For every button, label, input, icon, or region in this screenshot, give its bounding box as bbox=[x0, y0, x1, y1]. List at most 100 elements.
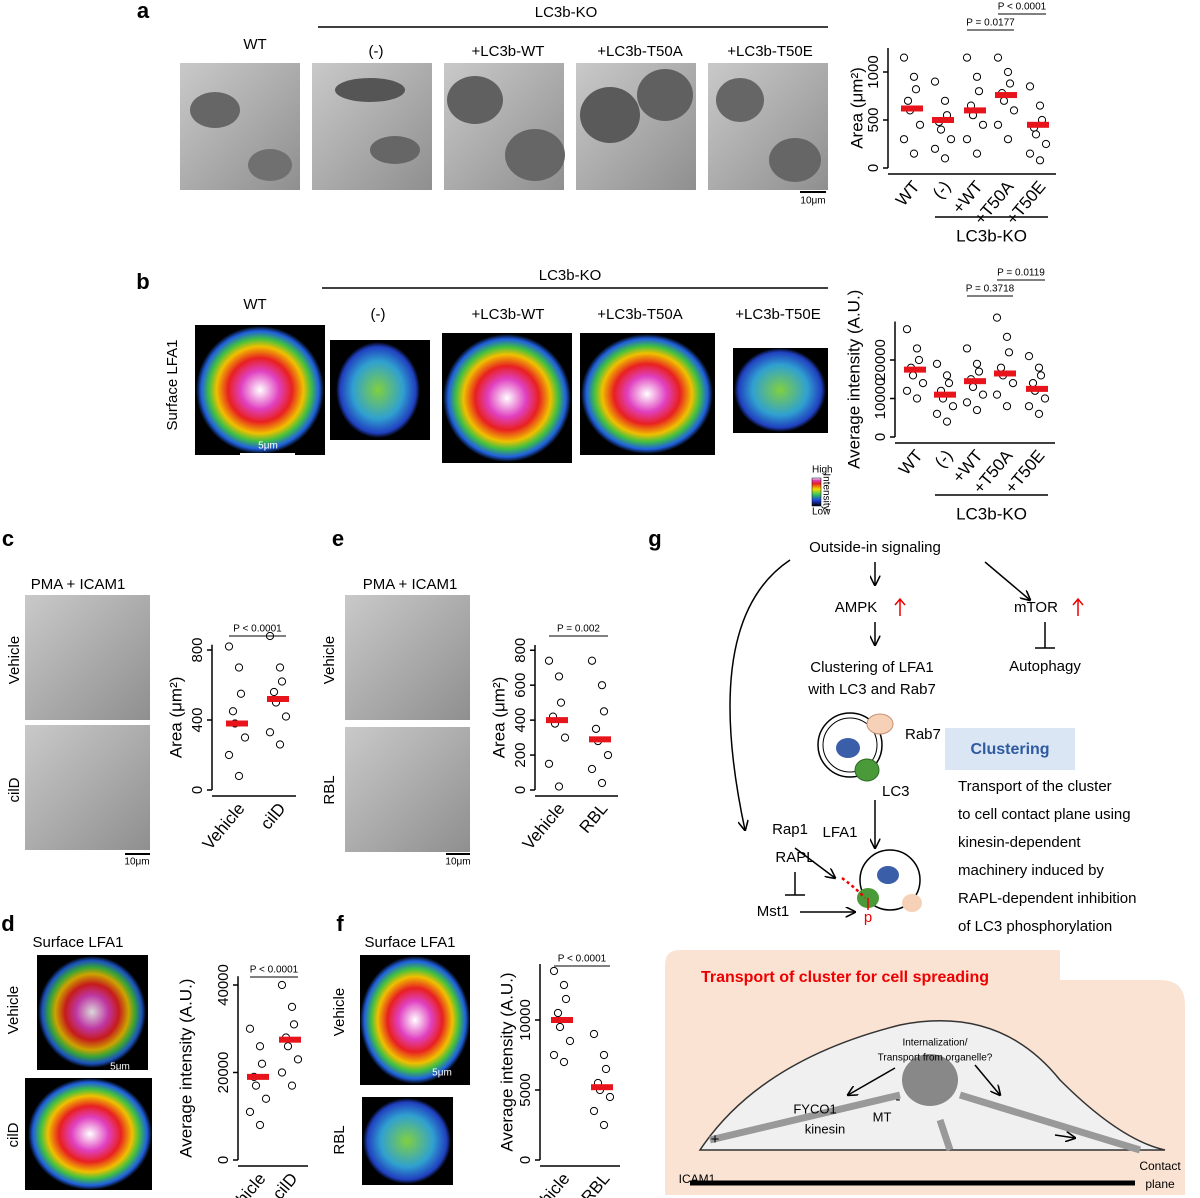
y-tick-label: 0 bbox=[215, 1156, 232, 1164]
group-label: LC3b-KO bbox=[539, 267, 602, 284]
data-point bbox=[287, 1081, 297, 1090]
data-point bbox=[544, 656, 554, 665]
data-point bbox=[555, 1022, 565, 1032]
mean-bar bbox=[934, 391, 956, 398]
row-label: cilD bbox=[5, 1122, 22, 1147]
column-label: +LC3b-WT bbox=[472, 43, 545, 60]
mean-bar bbox=[247, 1073, 269, 1080]
data-point bbox=[899, 53, 909, 62]
data-point bbox=[962, 53, 972, 62]
data-point bbox=[1003, 135, 1013, 144]
x-tick-label: RBL bbox=[576, 799, 612, 837]
node: AMPK bbox=[835, 599, 878, 616]
data-point bbox=[942, 371, 952, 380]
label-box bbox=[945, 728, 1075, 770]
data-point bbox=[911, 85, 921, 94]
node: Contact bbox=[1139, 1159, 1181, 1173]
data-point bbox=[1008, 379, 1018, 388]
data-point bbox=[559, 1057, 569, 1067]
y-tick-label: 400 bbox=[512, 708, 529, 733]
x-tick-label: (-) bbox=[929, 177, 954, 202]
x-tick-label: cilD bbox=[269, 1169, 302, 1198]
node: + bbox=[711, 1131, 720, 1148]
data-point bbox=[251, 1081, 261, 1090]
data-point bbox=[1009, 106, 1019, 115]
mean-bar bbox=[964, 378, 986, 385]
description: machinery induced by bbox=[958, 862, 1104, 879]
column-label: +LC3b-T50A bbox=[597, 306, 682, 323]
box-title: Transport of cluster for cell spreading bbox=[701, 969, 989, 986]
description: to cell contact plane using bbox=[958, 806, 1131, 823]
scale-bar-label: 5μm bbox=[432, 1068, 452, 1079]
scale-bar-label: 10μm bbox=[445, 857, 470, 868]
data-point bbox=[1003, 67, 1013, 77]
column-label: +LC3b-WT bbox=[472, 306, 545, 323]
data-point bbox=[1040, 394, 1050, 403]
y-axis-label: Average intensity (A.U.) bbox=[176, 979, 195, 1158]
data-point bbox=[597, 681, 607, 690]
data-point bbox=[560, 733, 570, 742]
y-axis-label: Area (μm²) bbox=[847, 67, 866, 149]
data-point bbox=[240, 733, 250, 742]
data-point bbox=[559, 980, 569, 990]
x-tick-label: Vehicle bbox=[524, 1169, 574, 1198]
data-point bbox=[978, 120, 988, 129]
node: FYCO1 bbox=[793, 1101, 836, 1116]
data-point bbox=[597, 778, 607, 788]
mean-bar bbox=[546, 717, 568, 724]
data-point bbox=[992, 313, 1002, 322]
group-label: LC3b-KO bbox=[956, 226, 1027, 245]
data-point bbox=[914, 355, 924, 365]
data-point bbox=[996, 363, 1006, 372]
x-tick-label: WT bbox=[892, 177, 924, 209]
node: RAPL bbox=[775, 849, 814, 866]
node: MT bbox=[873, 1109, 892, 1124]
heatmaps bbox=[195, 325, 828, 463]
diagram: g Outside-in signaling AMPK mTOR Autopha… bbox=[648, 526, 1185, 1195]
data-point bbox=[561, 994, 571, 1004]
y-tick-label: 0 bbox=[512, 786, 529, 794]
color-bar-label: Intensity bbox=[820, 473, 831, 510]
data-point bbox=[549, 1050, 559, 1060]
data-point bbox=[932, 359, 942, 368]
y-tick-label: 0 bbox=[517, 1156, 534, 1164]
micrographs bbox=[180, 63, 828, 190]
data-point bbox=[978, 390, 988, 399]
y-tick-label: 800 bbox=[189, 637, 206, 662]
data-point bbox=[293, 1055, 303, 1064]
data-point bbox=[224, 750, 234, 760]
data-point bbox=[915, 120, 925, 129]
phospho: p bbox=[864, 909, 872, 926]
group-label: LC3b-KO bbox=[535, 4, 598, 21]
data-point bbox=[974, 367, 984, 376]
data-point bbox=[265, 728, 275, 737]
node: with LC3 and Rab7 bbox=[807, 681, 936, 698]
node: Outside-in signaling bbox=[809, 539, 941, 556]
data-point bbox=[1028, 379, 1038, 388]
data-point bbox=[234, 663, 244, 672]
data-point bbox=[1041, 139, 1051, 149]
y-tick-label: 20000 bbox=[872, 339, 889, 381]
data-point bbox=[1005, 79, 1015, 88]
row-label: Vehicle bbox=[6, 636, 23, 684]
data-point bbox=[902, 386, 912, 395]
data-point bbox=[234, 771, 244, 781]
data-point bbox=[554, 672, 564, 681]
data-point bbox=[601, 1064, 611, 1074]
data-point bbox=[962, 398, 972, 407]
data-point bbox=[283, 1042, 293, 1051]
y-tick-label: 500 bbox=[865, 107, 882, 132]
data-point bbox=[946, 135, 956, 144]
y-tick-label: 600 bbox=[512, 673, 529, 698]
condition-label: Surface LFA1 bbox=[365, 934, 456, 951]
data-point bbox=[599, 707, 609, 716]
data-point bbox=[1025, 149, 1035, 158]
panel-label: f bbox=[336, 911, 344, 936]
mean-bar bbox=[591, 1084, 613, 1091]
condition-label: PMA + ICAM1 bbox=[363, 576, 458, 593]
mean-bar bbox=[994, 370, 1016, 377]
data-point bbox=[277, 1068, 287, 1077]
data-point bbox=[902, 325, 912, 334]
micrograph bbox=[25, 725, 150, 850]
p-value: P = 0.0177 bbox=[966, 18, 1015, 29]
